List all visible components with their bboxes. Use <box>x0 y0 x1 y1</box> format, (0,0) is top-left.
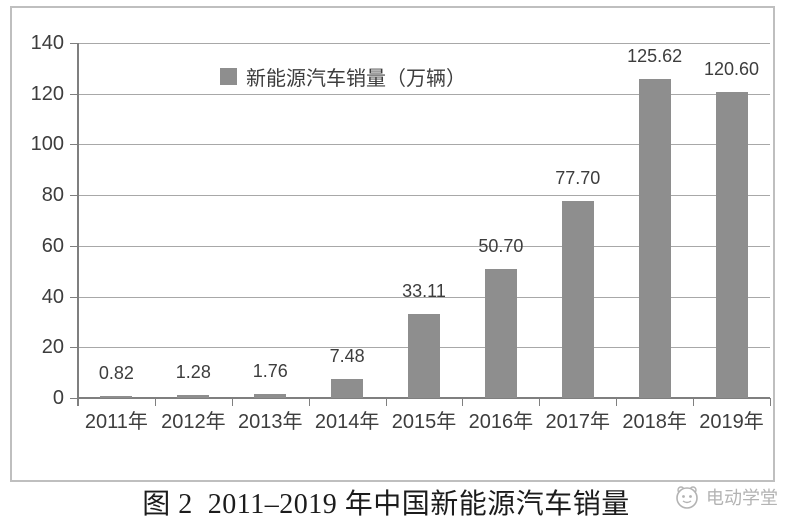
y-axis-tick-label: 20 <box>41 336 64 359</box>
bar-value-label: 33.11 <box>402 281 446 302</box>
bar <box>561 200 594 398</box>
watermark: 电动学堂 <box>674 484 778 510</box>
x-axis-tick <box>78 398 79 406</box>
legend: 新能源汽车销量（万辆） <box>220 62 466 91</box>
bar <box>638 79 671 398</box>
x-axis-tick <box>539 398 541 406</box>
x-axis-tick <box>770 398 771 406</box>
y-axis-tick-label: 80 <box>41 184 64 207</box>
bar <box>715 92 748 398</box>
x-axis-tick-label: 2012年 <box>161 411 226 433</box>
y-axis-tick-label: 100 <box>30 133 64 156</box>
x-axis-tick <box>385 398 387 406</box>
y-axis-tick <box>70 93 78 95</box>
gridline <box>78 43 770 44</box>
x-axis-line <box>78 397 770 399</box>
y-axis-tick <box>70 195 78 197</box>
x-axis-tick-label: 2015年 <box>391 411 457 433</box>
y-axis-tick <box>70 43 78 44</box>
x-axis-tick <box>693 398 695 406</box>
gridline <box>78 93 770 95</box>
watermark-text: 电动学堂 <box>706 488 778 508</box>
x-axis-tick-label: 2013年 <box>237 411 303 433</box>
x-axis-tick <box>616 398 618 406</box>
bar-value-label: 50.70 <box>478 236 524 257</box>
bar-value-label: 77.70 <box>555 167 601 188</box>
y-axis-tick <box>70 245 78 247</box>
x-axis-tick <box>308 398 310 406</box>
y-axis-tick-label: 60 <box>41 234 64 257</box>
gridline <box>78 144 770 146</box>
x-axis-tick-label: 2017年 <box>545 411 611 433</box>
gridline <box>78 296 770 298</box>
x-axis-tick-label: 2018年 <box>622 411 687 433</box>
y-axis-tick-label: 0 <box>52 387 64 409</box>
y-axis-tick-label: 40 <box>41 285 64 308</box>
gridline <box>78 195 770 197</box>
bar-value-label: 125.62 <box>627 46 683 67</box>
bar <box>408 314 440 398</box>
bar-value-label: 7.48 <box>329 346 365 367</box>
y-axis-tick-label: 140 <box>30 32 64 54</box>
legend-swatch-icon <box>220 68 237 85</box>
bar <box>254 393 287 398</box>
plot-area: 0 20 40 60 80 100 120 140 0.82 2011年 1.28 2012年 1.76… <box>12 8 773 480</box>
bar <box>100 395 133 398</box>
bar <box>177 394 210 398</box>
x-axis-tick-label: 2011年 <box>84 411 148 433</box>
y-axis-tick <box>70 296 78 298</box>
bar <box>331 379 364 398</box>
figure-caption: 图 2 2011–2019 年中国新能源汽车销量 <box>142 489 630 520</box>
y-axis-line <box>77 43 79 406</box>
watermark-logo-icon <box>676 486 698 509</box>
x-axis-tick <box>154 398 156 406</box>
x-axis-tick <box>462 398 464 406</box>
y-axis-tick <box>70 347 78 349</box>
bar-value-label: 1.28 <box>175 361 211 382</box>
y-axis-tick <box>70 144 78 146</box>
x-axis-tick-label: 2019年 <box>699 411 764 433</box>
y-axis-tick <box>70 398 78 399</box>
x-axis-tick <box>231 398 233 406</box>
gridline <box>78 245 770 247</box>
x-axis-tick-label: 2016年 <box>468 411 534 433</box>
y-axis-tick-label: 120 <box>30 82 64 105</box>
legend-label: 新能源汽车销量（万辆） <box>246 68 466 90</box>
bar-value-label: 0.82 <box>98 362 134 383</box>
x-axis-tick-label: 2014年 <box>314 411 380 433</box>
bar-value-label: 120.60 <box>704 59 760 80</box>
bar <box>484 269 517 398</box>
bar-value-label: 1.76 <box>252 360 288 381</box>
chart-area: 0 20 40 60 80 100 120 140 0.82 2011年 1.28 2012年 1.76… <box>10 6 775 482</box>
